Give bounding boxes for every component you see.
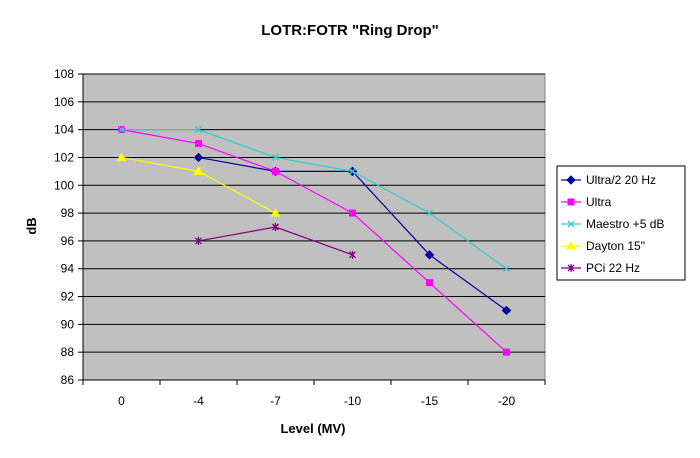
y-tick-label: 90	[61, 317, 75, 331]
x-tick-label: -4	[193, 394, 204, 408]
data-point	[426, 209, 433, 217]
legend-item: Maestro +5 dB	[561, 217, 664, 231]
data-point	[272, 153, 279, 161]
data-point	[272, 223, 279, 231]
x-tick-label: -10	[344, 394, 362, 408]
data-point	[349, 250, 356, 259]
legend-marker	[566, 240, 576, 250]
data-point	[118, 126, 125, 134]
data-point	[270, 208, 281, 217]
series-1	[118, 126, 510, 356]
data-point	[349, 167, 356, 175]
y-tick-label: 98	[61, 206, 75, 220]
chart-title: LOTR:FOTR "Ring Drop"	[261, 22, 439, 39]
series-line	[121, 129, 507, 353]
legend-item: Ultra/2 20 Hz	[561, 173, 656, 187]
data-point	[116, 152, 127, 161]
data-point	[501, 305, 512, 316]
y-tick-label: 108	[54, 67, 74, 81]
legend-box	[556, 165, 686, 281]
plot-area: 86 88 90 92 94 96 98 100 102 104 106 108 0 -4 -7 -10 -15…	[54, 67, 546, 408]
legend-item: PCi 22 Hz	[561, 261, 640, 275]
data-point	[193, 152, 204, 163]
series-4	[195, 223, 356, 259]
legend-item: Dayton 15"	[561, 239, 645, 253]
y-axis-title: dB	[24, 217, 39, 234]
legend-label: Ultra	[586, 195, 612, 209]
legend-label: Ultra/2 20 Hz	[586, 173, 656, 187]
data-point	[195, 236, 202, 245]
data-point	[193, 166, 204, 175]
data-point	[195, 140, 202, 148]
legend-marker	[567, 220, 575, 228]
legend-label: PCi 22 Hz	[586, 261, 640, 275]
data-point	[424, 250, 435, 260]
legend-marker	[567, 198, 575, 206]
legend-label: Maestro +5 dB	[586, 217, 664, 231]
data-point	[272, 167, 279, 175]
legend-marker	[566, 175, 576, 185]
x-tick-label: -15	[421, 394, 439, 408]
legend: Ultra/2 20 Hz Ultra Maestro +5 dB Dayton 15…	[556, 165, 686, 281]
data-point	[349, 209, 356, 217]
x-tick-label: -20	[498, 394, 516, 408]
series-2	[118, 126, 510, 273]
x-tick-label: -7	[270, 394, 281, 408]
x-axis-title: Level (MV)	[280, 421, 345, 436]
legend-marker	[567, 264, 575, 272]
legend-item: Ultra	[561, 195, 612, 209]
y-tick-label: 104	[54, 123, 74, 137]
legend-label: Dayton 15"	[586, 239, 645, 253]
series-3	[116, 152, 281, 217]
y-tick-label: 100	[54, 178, 74, 192]
y-tick-label: 94	[61, 262, 75, 276]
x-tick-label: 0	[118, 394, 125, 408]
y-tick-label: 96	[61, 234, 75, 248]
y-tick-label: 106	[54, 95, 74, 109]
data-point	[503, 265, 510, 273]
data-point	[426, 279, 433, 287]
data-point	[195, 126, 202, 134]
y-tick-label: 88	[61, 345, 75, 359]
plot-background	[82, 73, 546, 381]
data-point	[503, 348, 510, 356]
y-tick-label: 102	[54, 150, 74, 164]
series-line	[121, 129, 507, 270]
y-tick-label: 92	[61, 290, 75, 304]
y-tick-label: 86	[61, 373, 75, 387]
